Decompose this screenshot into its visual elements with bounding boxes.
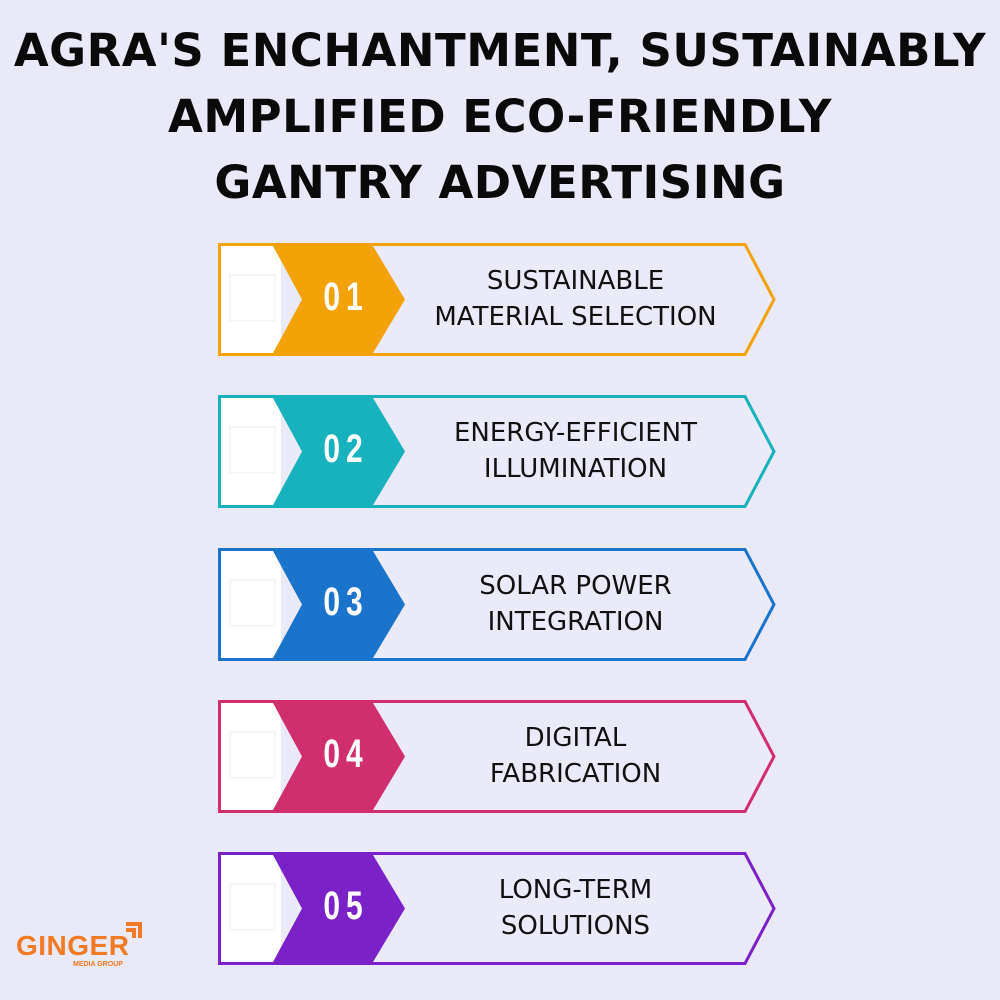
step-number: 02 [323, 427, 369, 471]
arrow-shape [218, 852, 776, 965]
logo-signal-icon [126, 922, 142, 938]
step-label-line: ENERGY-EFFICIENT [454, 418, 697, 448]
step-card: 03 SOLAR POWER INTEGRATION [218, 548, 776, 661]
step-number: 03 [323, 580, 369, 624]
logo-subtitle: MEDIA GROUP [73, 961, 123, 968]
logo-brand: GINGER [16, 930, 130, 961]
step-number: 05 [323, 884, 369, 928]
step-number: 04 [323, 732, 369, 776]
title-line: AGRA'S ENCHANTMENT, SUSTAINABLY [13, 24, 987, 77]
arrow-shape [218, 395, 776, 508]
step-number: 01 [323, 275, 369, 319]
step-label: SOLAR POWER INTEGRATION [408, 568, 743, 640]
step-label: LONG-TERM SOLUTIONS [408, 872, 743, 944]
arrow-shape [218, 548, 776, 661]
step-label: DIGITAL FABRICATION [408, 720, 743, 792]
step-label-line: SUSTAINABLE [486, 266, 665, 296]
step-label: ENERGY-EFFICIENT ILLUMINATION [408, 415, 743, 487]
number-chevron [273, 551, 405, 658]
step-label-line: DIGITAL [524, 723, 627, 753]
arrow-shape [218, 700, 776, 813]
title-line: GANTRY ADVERTISING [214, 156, 786, 209]
step-label-line: FABRICATION [489, 759, 662, 789]
step-label-line: SOLUTIONS [500, 911, 651, 941]
step-card: 01 SUSTAINABLE MATERIAL SELECTION [218, 243, 776, 356]
number-chevron [273, 246, 405, 353]
step-card: 02 ENERGY-EFFICIENT ILLUMINATION [218, 395, 776, 508]
step-label-line: INTEGRATION [487, 607, 664, 637]
number-chevron [273, 855, 405, 962]
number-chevron [273, 703, 405, 810]
title-line: AMPLIFIED ECO-FRIENDLY [168, 90, 832, 143]
step-label-line: MATERIAL SELECTION [434, 302, 717, 332]
ginger-logo: GINGER MEDIA GROUP [16, 918, 151, 968]
step-label-line: LONG-TERM [498, 875, 653, 905]
step-label-line: SOLAR POWER [479, 571, 672, 601]
page-title: AGRA'S ENCHANTMENT, SUSTAINABLY AMPLIFIE… [0, 18, 1000, 216]
step-label-line: ILLUMINATION [483, 454, 668, 484]
arrow-shape [218, 243, 776, 356]
number-chevron [273, 398, 405, 505]
step-card: 04 DIGITAL FABRICATION [218, 700, 776, 813]
step-card: 05 LONG-TERM SOLUTIONS [218, 852, 776, 965]
step-label: SUSTAINABLE MATERIAL SELECTION [408, 263, 743, 335]
